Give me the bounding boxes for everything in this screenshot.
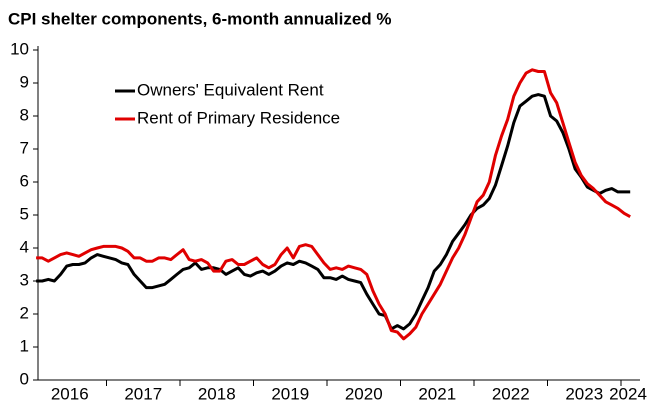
y-tick-label: 9 [20, 72, 29, 91]
legend-label: Owners' Equivalent Rent [137, 80, 324, 99]
y-tick-label: 3 [20, 270, 29, 289]
y-tick-label: 7 [20, 138, 29, 157]
legend-label: Rent of Primary Residence [137, 108, 340, 127]
y-tick-label: 10 [10, 39, 29, 58]
x-tick-label: 2020 [345, 384, 383, 403]
x-tick-label: 2023 [565, 384, 603, 403]
x-tick-label: 2019 [271, 384, 309, 403]
chart-title: CPI shelter components, 6-month annualiz… [8, 9, 392, 28]
y-tick-label: 5 [20, 204, 29, 223]
y-tick-label: 1 [20, 336, 29, 355]
x-tick-label: 2016 [51, 384, 89, 403]
line-series [36, 93, 631, 331]
x-tick-label: 2018 [198, 384, 236, 403]
y-tick-label: 4 [20, 237, 29, 256]
x-tick-label: 2022 [492, 384, 530, 403]
x-tick-label: 2021 [418, 384, 456, 403]
y-tick-label: 0 [20, 369, 29, 388]
y-tick-label: 6 [20, 171, 29, 190]
x-tick-label: 2024 [609, 384, 647, 403]
y-tick-label: 8 [20, 105, 29, 124]
y-tick-label: 2 [20, 303, 29, 322]
line-series [36, 68, 631, 341]
x-tick-label: 2017 [124, 384, 162, 403]
